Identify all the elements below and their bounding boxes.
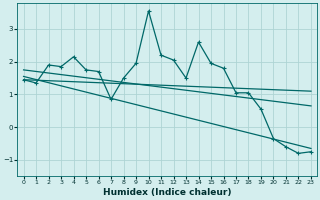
X-axis label: Humidex (Indice chaleur): Humidex (Indice chaleur) [103,188,232,197]
